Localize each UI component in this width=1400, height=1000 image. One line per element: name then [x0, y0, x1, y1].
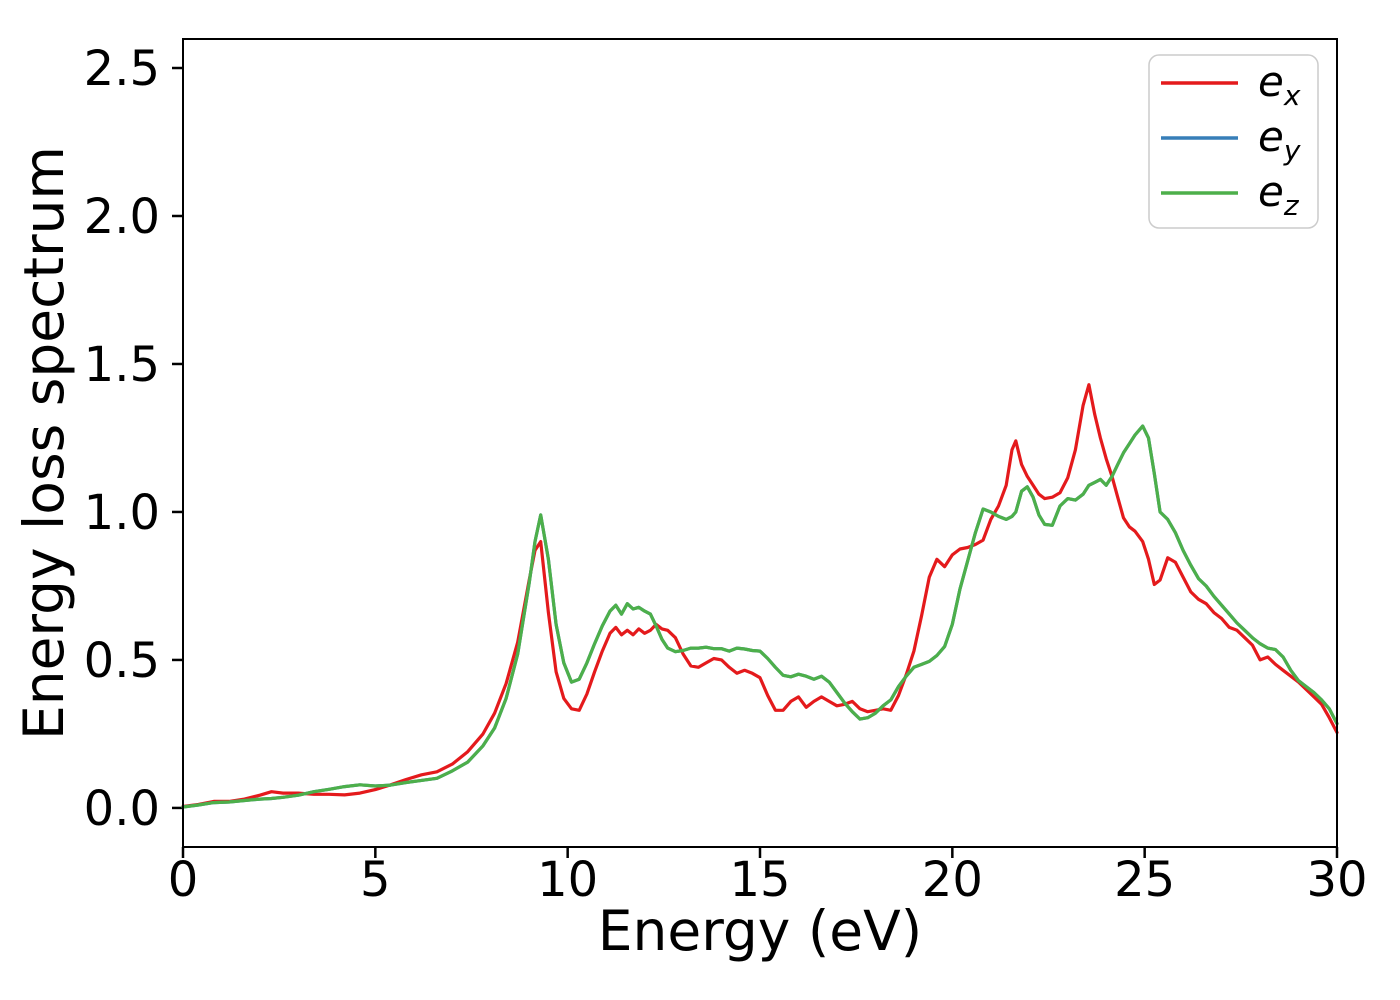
- x-tick-label: 30: [1306, 852, 1367, 908]
- x-tick-label: 15: [729, 852, 790, 908]
- series-line-e_x: [181, 383, 1339, 809]
- x-tick-label: 10: [537, 852, 598, 908]
- y-axis-label: Energy loss spectrum: [12, 146, 76, 740]
- legend-label-e_y: ey: [1258, 112, 1301, 167]
- x-tick-label: 5: [360, 852, 391, 908]
- y-tick-label: 0.0: [84, 781, 160, 837]
- series-line-e_z: [181, 424, 1339, 809]
- series-line-e_y: [181, 424, 1339, 809]
- series-lines: [181, 383, 1339, 809]
- x-tick-label: 0: [168, 852, 199, 908]
- legend-label-e_z: ez: [1258, 167, 1300, 222]
- y-tick-label: 2.0: [84, 189, 160, 245]
- x-axis-label: Energy (eV): [598, 899, 922, 963]
- plot-border: [182, 38, 1338, 848]
- y-tick-label: 2.5: [84, 41, 160, 97]
- y-tick-label: 0.5: [84, 633, 160, 689]
- y-tick-label: 1.5: [84, 337, 160, 393]
- axis-ticks: 0 5 10 15 20 25 30 0.0 0.5 1.0 1.5 2.0 2.5: [84, 41, 1368, 908]
- x-tick-label: 20: [922, 852, 983, 908]
- y-tick-label: 1.0: [84, 485, 160, 541]
- plot-frame: [182, 38, 1338, 848]
- x-tick-label: 25: [1114, 852, 1175, 908]
- legend-label-e_x: ex: [1258, 57, 1301, 112]
- legend-box: [1148, 54, 1319, 229]
